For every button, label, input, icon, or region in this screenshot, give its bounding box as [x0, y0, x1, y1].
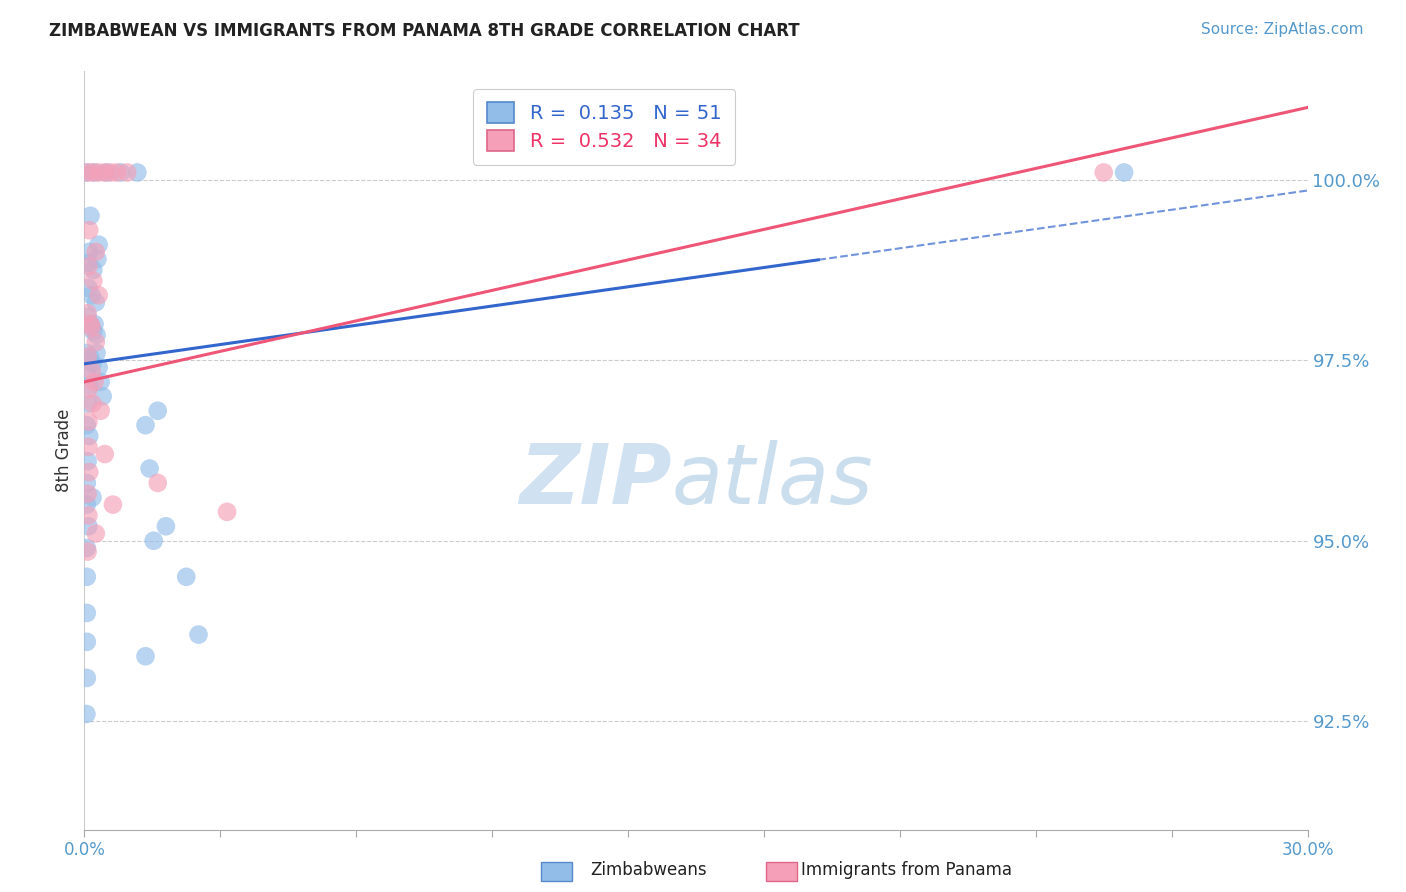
Point: [86, 327, 108, 342]
Point: [77, 256, 100, 270]
Point: [77, 465, 100, 479]
Point: [80, 364, 103, 378]
Point: [187, 627, 209, 641]
Point: [82, 357, 104, 371]
Point: [76, 310, 98, 324]
Point: [77, 508, 100, 523]
Point: [146, 403, 169, 417]
Point: [75, 706, 97, 721]
Text: atlas: atlas: [672, 441, 873, 521]
Point: [76, 396, 98, 410]
Text: Zimbabweans: Zimbabweans: [591, 861, 707, 879]
Point: [77, 519, 100, 533]
Point: [86, 252, 108, 266]
Legend: R =  0.135   N = 51, R =  0.532   N = 34: R = 0.135 N = 51, R = 0.532 N = 34: [474, 88, 735, 165]
Point: [82, 165, 104, 179]
Point: [82, 324, 104, 338]
Point: [93, 165, 115, 179]
Point: [135, 649, 157, 664]
Point: [79, 317, 101, 331]
Point: [82, 491, 104, 505]
Point: [77, 429, 100, 443]
Point: [76, 475, 98, 490]
Point: [80, 320, 103, 334]
Point: [76, 368, 98, 382]
Point: [91, 389, 114, 403]
Point: [76, 306, 98, 320]
Point: [77, 223, 100, 237]
Point: [1114, 165, 1136, 179]
Point: [84, 244, 107, 259]
Point: [76, 671, 98, 685]
Point: [96, 165, 118, 179]
Point: [82, 263, 104, 277]
Point: [87, 165, 110, 179]
Point: [77, 415, 100, 429]
Point: [142, 533, 165, 548]
Point: [174, 570, 197, 584]
Point: [76, 487, 98, 501]
Point: [76, 350, 98, 364]
Text: ZIMBABWEAN VS IMMIGRANTS FROM PANAMA 8TH GRADE CORRELATION CHART: ZIMBABWEAN VS IMMIGRANTS FROM PANAMA 8TH…: [49, 22, 800, 40]
Point: [76, 498, 98, 512]
Text: Immigrants from Panama: Immigrants from Panama: [801, 861, 1012, 879]
Point: [76, 570, 98, 584]
Point: [76, 165, 98, 179]
Point: [135, 418, 157, 433]
Point: [87, 237, 110, 252]
Point: [127, 165, 149, 179]
Point: [75, 165, 97, 179]
Point: [82, 274, 104, 288]
Point: [80, 288, 103, 302]
Point: [79, 350, 101, 364]
Point: [83, 317, 105, 331]
Point: [76, 541, 98, 555]
Point: [79, 209, 101, 223]
Point: [76, 544, 98, 558]
Point: [77, 440, 100, 454]
Point: [105, 165, 128, 179]
Point: [146, 475, 169, 490]
Point: [79, 317, 101, 331]
Point: [84, 335, 107, 350]
Point: [76, 346, 98, 360]
Point: [90, 403, 112, 417]
Point: [76, 606, 98, 620]
Point: [83, 375, 105, 389]
Point: [1092, 165, 1115, 179]
Point: [77, 244, 100, 259]
Y-axis label: 8th Grade: 8th Grade: [55, 409, 73, 492]
Point: [90, 375, 112, 389]
Point: [115, 165, 138, 179]
Point: [82, 396, 104, 410]
Point: [138, 461, 160, 475]
Point: [84, 295, 107, 310]
Text: Source: ZipAtlas.com: Source: ZipAtlas.com: [1201, 22, 1364, 37]
Point: [93, 447, 115, 461]
Point: [77, 281, 100, 295]
Point: [76, 418, 98, 433]
Point: [77, 382, 100, 396]
Text: ZIP: ZIP: [519, 441, 672, 521]
Point: [87, 360, 110, 375]
Point: [217, 505, 239, 519]
Point: [87, 288, 110, 302]
Point: [101, 498, 124, 512]
Point: [76, 635, 98, 649]
Point: [76, 454, 98, 468]
Point: [155, 519, 177, 533]
Point: [77, 260, 100, 274]
Point: [110, 165, 132, 179]
Point: [83, 165, 105, 179]
Point: [84, 526, 107, 541]
Point: [77, 378, 100, 392]
Point: [86, 346, 108, 360]
Point: [100, 165, 122, 179]
